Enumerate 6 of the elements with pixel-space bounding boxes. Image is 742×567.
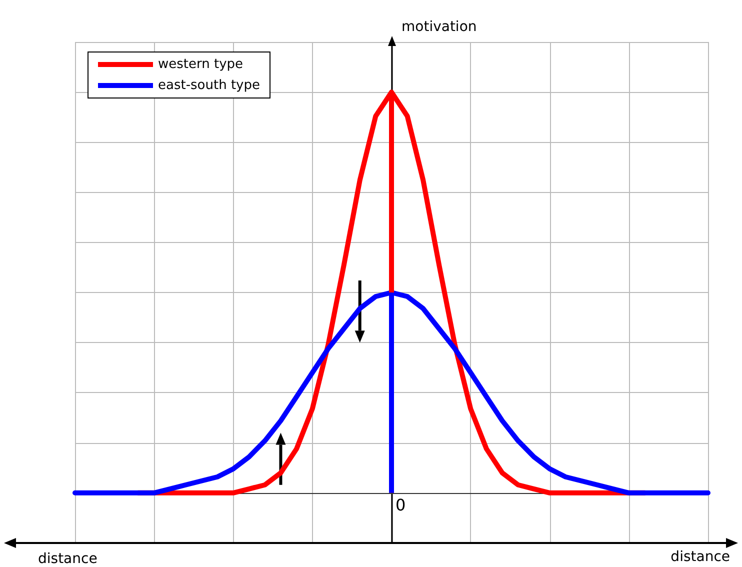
text: 0 [396, 495, 406, 514]
legend-label: western type [158, 57, 244, 72]
x-axis-title: distance [670, 549, 730, 565]
legend-label: east-south type [158, 78, 260, 93]
y-axis-title: motivation [402, 19, 477, 35]
text: distance [38, 551, 98, 567]
